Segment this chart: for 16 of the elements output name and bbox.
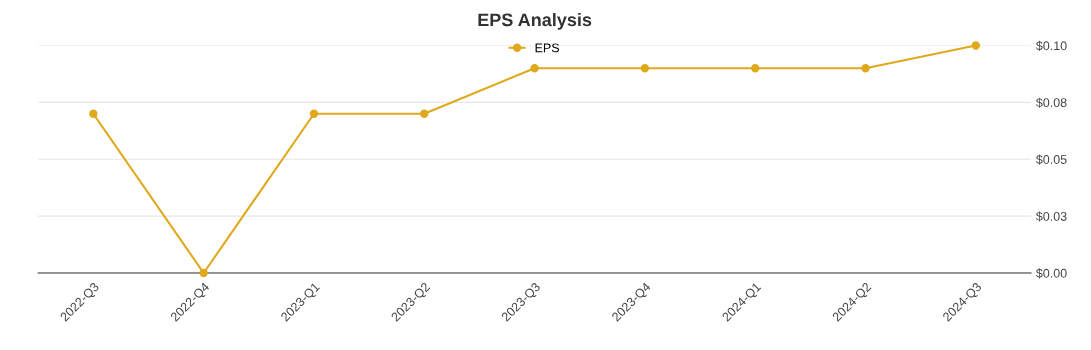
y-tick-label: $0.08 bbox=[1035, 97, 1067, 108]
point bbox=[751, 64, 760, 73]
point bbox=[309, 109, 319, 118]
point bbox=[199, 268, 208, 278]
point bbox=[861, 64, 870, 73]
y-tick-label: $0.05 bbox=[1035, 154, 1067, 165]
y-tick-label: $0.03 bbox=[1035, 211, 1067, 222]
point bbox=[971, 41, 981, 50]
y-tick-label: $0.00 bbox=[1035, 268, 1067, 279]
chart-title: EPS Analysis bbox=[478, 12, 592, 30]
y-tick-label: $0.10 bbox=[1035, 40, 1067, 51]
legend-label: EPS bbox=[535, 43, 560, 53]
point bbox=[530, 64, 539, 73]
point bbox=[420, 109, 429, 118]
point bbox=[89, 109, 98, 118]
point bbox=[640, 64, 650, 73]
